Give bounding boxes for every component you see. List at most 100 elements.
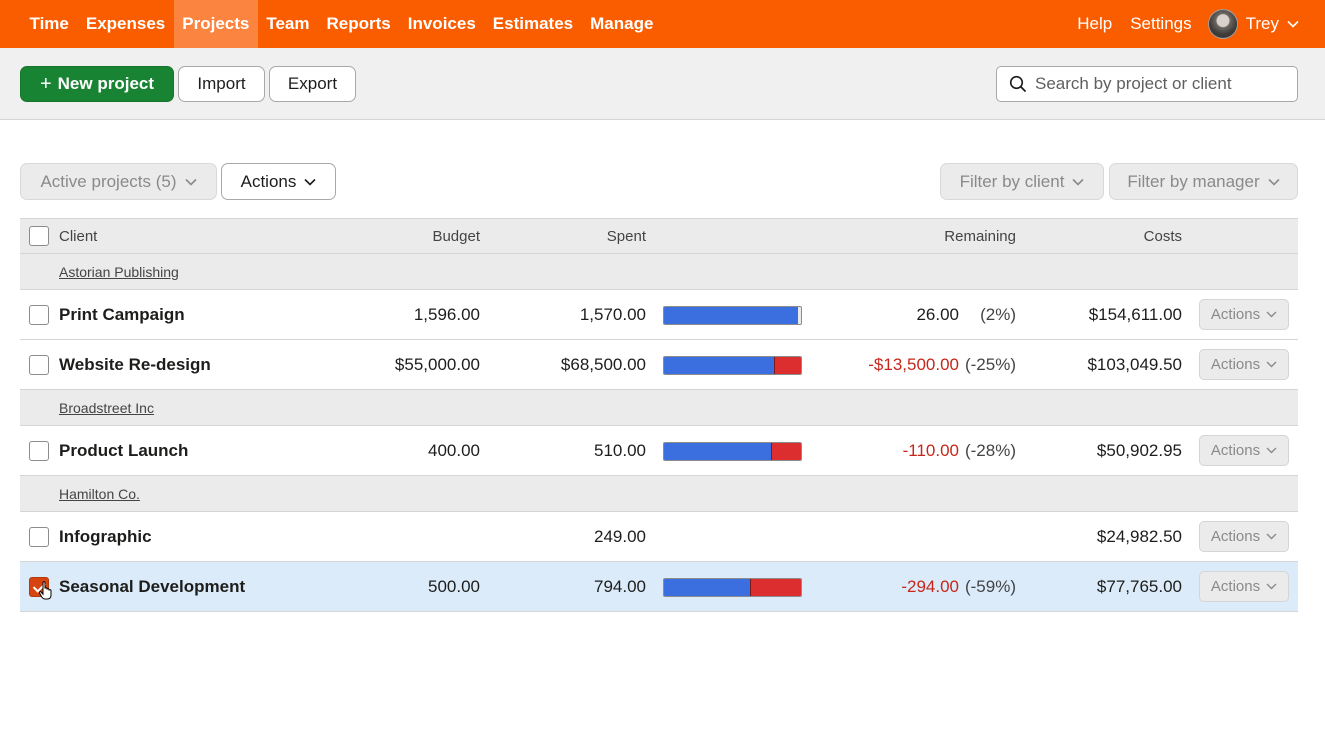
bar-spent-fill — [664, 306, 799, 324]
project-name[interactable]: Product Launch — [59, 440, 189, 460]
filter-by-manager-dropdown[interactable]: Filter by manager — [1109, 163, 1298, 200]
project-row[interactable]: Website Re-design $55,000.00 $68,500.00 -$1… — [20, 340, 1298, 390]
costs-value: $154,611.00 — [1088, 304, 1182, 324]
client-group-row: Hamilton Co. — [20, 476, 1298, 512]
remaining-value: -$13,500.00 — [868, 354, 959, 374]
user-menu[interactable]: Trey — [1201, 9, 1299, 39]
import-button[interactable]: Import — [178, 66, 265, 102]
client-link[interactable]: Broadstreet Inc — [59, 399, 154, 416]
chevron-down-icon — [1266, 533, 1277, 540]
nav-help[interactable]: Help — [1077, 14, 1113, 33]
budget-progress-bar — [663, 355, 802, 375]
remaining-percent: (-59%) — [964, 576, 1016, 596]
nav-manage[interactable]: Manage — [590, 14, 654, 33]
row-checkbox[interactable] — [29, 440, 49, 461]
chevron-down-icon — [1266, 447, 1277, 454]
bar-over-fill — [750, 578, 801, 596]
filter-manager-label: Filter by manager — [1127, 171, 1260, 191]
client-link[interactable]: Hamilton Co. — [59, 485, 140, 502]
row-actions-label: Actions — [1210, 578, 1261, 595]
row-actions-label: Actions — [1210, 356, 1261, 373]
row-actions-button[interactable]: Actions — [1199, 571, 1289, 602]
project-row[interactable]: Product Launch 400.00 510.00 -110.00 (-28%) $… — [20, 426, 1298, 476]
project-row[interactable]: Infographic 249.00 $24,982.50 Actions — [20, 512, 1298, 562]
project-row[interactable]: Seasonal Development 500.00 794.00 -294.00(… — [20, 562, 1298, 612]
costs-value: $50,902.95 — [1096, 440, 1182, 460]
header-remaining[interactable]: Remaining — [944, 227, 1016, 245]
nav-invoices[interactable]: Invoices — [407, 14, 476, 33]
project-row[interactable]: Print Campaign 1,596.00 1,570.00 26.00 (2%) $… — [20, 290, 1298, 340]
header-costs[interactable]: Costs — [1143, 227, 1182, 245]
spent-value: 1,570.00 — [579, 304, 646, 324]
search-icon — [1009, 75, 1026, 92]
costs-value: $77,765.00 — [1096, 576, 1182, 596]
row-actions-button[interactable]: Actions — [1199, 349, 1289, 380]
budget-value: 500.00 — [428, 576, 480, 596]
spent-value: 794.00 — [594, 576, 646, 596]
bar-spent-fill — [664, 442, 771, 460]
nav-projects[interactable]: Projects — [173, 0, 258, 48]
chevron-down-icon — [1266, 361, 1277, 368]
filter-by-client-dropdown[interactable]: Filter by client — [940, 163, 1104, 200]
active-projects-dropdown[interactable]: Active projects (5) — [20, 163, 217, 200]
row-actions-label: Actions — [1210, 442, 1261, 459]
export-button[interactable]: Export — [269, 66, 356, 102]
chevron-down-icon — [1266, 583, 1277, 590]
table-body: Astorian Publishing Print Campaign 1,596.0… — [20, 254, 1298, 612]
row-checkbox[interactable] — [29, 354, 49, 375]
toolbar: + New project Import Export — [0, 48, 1325, 120]
nav-reports[interactable]: Reports — [326, 14, 391, 33]
remaining-value: -110.00 — [902, 440, 959, 460]
project-name[interactable]: Seasonal Development — [59, 576, 246, 596]
actions-dropdown[interactable]: Actions — [221, 163, 336, 200]
chevron-down-icon — [1266, 311, 1277, 318]
header-client[interactable]: Client — [59, 227, 98, 245]
search-box — [996, 66, 1298, 102]
filter-client-label: Filter by client — [959, 171, 1065, 191]
nav-time[interactable]: Time — [29, 14, 69, 33]
search-input[interactable] — [1035, 74, 1285, 94]
row-checkbox[interactable] — [29, 576, 49, 597]
client-group-row: Astorian Publishing — [20, 254, 1298, 290]
user-name: Trey — [1245, 14, 1279, 33]
chevron-down-icon — [1072, 178, 1085, 186]
main-nav: Time Expenses Projects Team Reports Invoices E… — [0, 0, 662, 48]
row-actions-button[interactable]: Actions — [1199, 435, 1289, 466]
costs-value: $103,049.50 — [1087, 354, 1182, 374]
client-link[interactable]: Astorian Publishing — [59, 263, 179, 280]
nav-expenses[interactable]: Expenses — [85, 14, 166, 33]
nav-settings[interactable]: Settings — [1130, 14, 1192, 33]
remaining-percent: (-25%) — [964, 354, 1016, 374]
project-name[interactable]: Infographic — [59, 526, 152, 546]
budget-progress-bar — [663, 441, 802, 461]
new-project-label: New project — [57, 74, 155, 93]
remaining-percent: (2%) — [980, 304, 1016, 324]
bar-over-fill — [773, 356, 801, 374]
table-header: Client Budget Spent Remaining Costs — [20, 218, 1298, 254]
header-budget[interactable]: Budget — [432, 227, 480, 245]
row-actions-button[interactable]: Actions — [1199, 299, 1289, 330]
top-nav: Time Expenses Projects Team Reports Invoices E… — [0, 0, 1325, 48]
row-checkbox[interactable] — [29, 526, 49, 547]
plus-icon: + — [39, 72, 52, 95]
row-actions-label: Actions — [1210, 306, 1261, 323]
budget-value: 400.00 — [428, 440, 480, 460]
select-all-checkbox[interactable] — [29, 226, 49, 246]
nav-estimates[interactable]: Estimates — [492, 14, 574, 33]
project-name[interactable]: Print Campaign — [59, 304, 185, 324]
nav-team[interactable]: Team — [266, 14, 310, 33]
row-actions-button[interactable]: Actions — [1199, 521, 1289, 552]
bar-spent-fill — [664, 578, 751, 596]
chevron-down-icon — [1268, 178, 1280, 186]
project-name[interactable]: Website Re-design — [59, 354, 211, 374]
spent-value: 249.00 — [594, 526, 646, 546]
new-project-button[interactable]: + New project — [20, 66, 174, 102]
budget-value: $55,000.00 — [394, 354, 480, 374]
actions-label: Actions — [240, 171, 297, 191]
budget-progress-bar — [663, 305, 802, 325]
header-spent[interactable]: Spent — [606, 227, 646, 245]
chevron-down-icon — [304, 178, 316, 186]
remaining-value: 26.00 — [916, 304, 959, 324]
chevron-down-icon — [184, 178, 197, 186]
row-checkbox[interactable] — [29, 304, 49, 325]
